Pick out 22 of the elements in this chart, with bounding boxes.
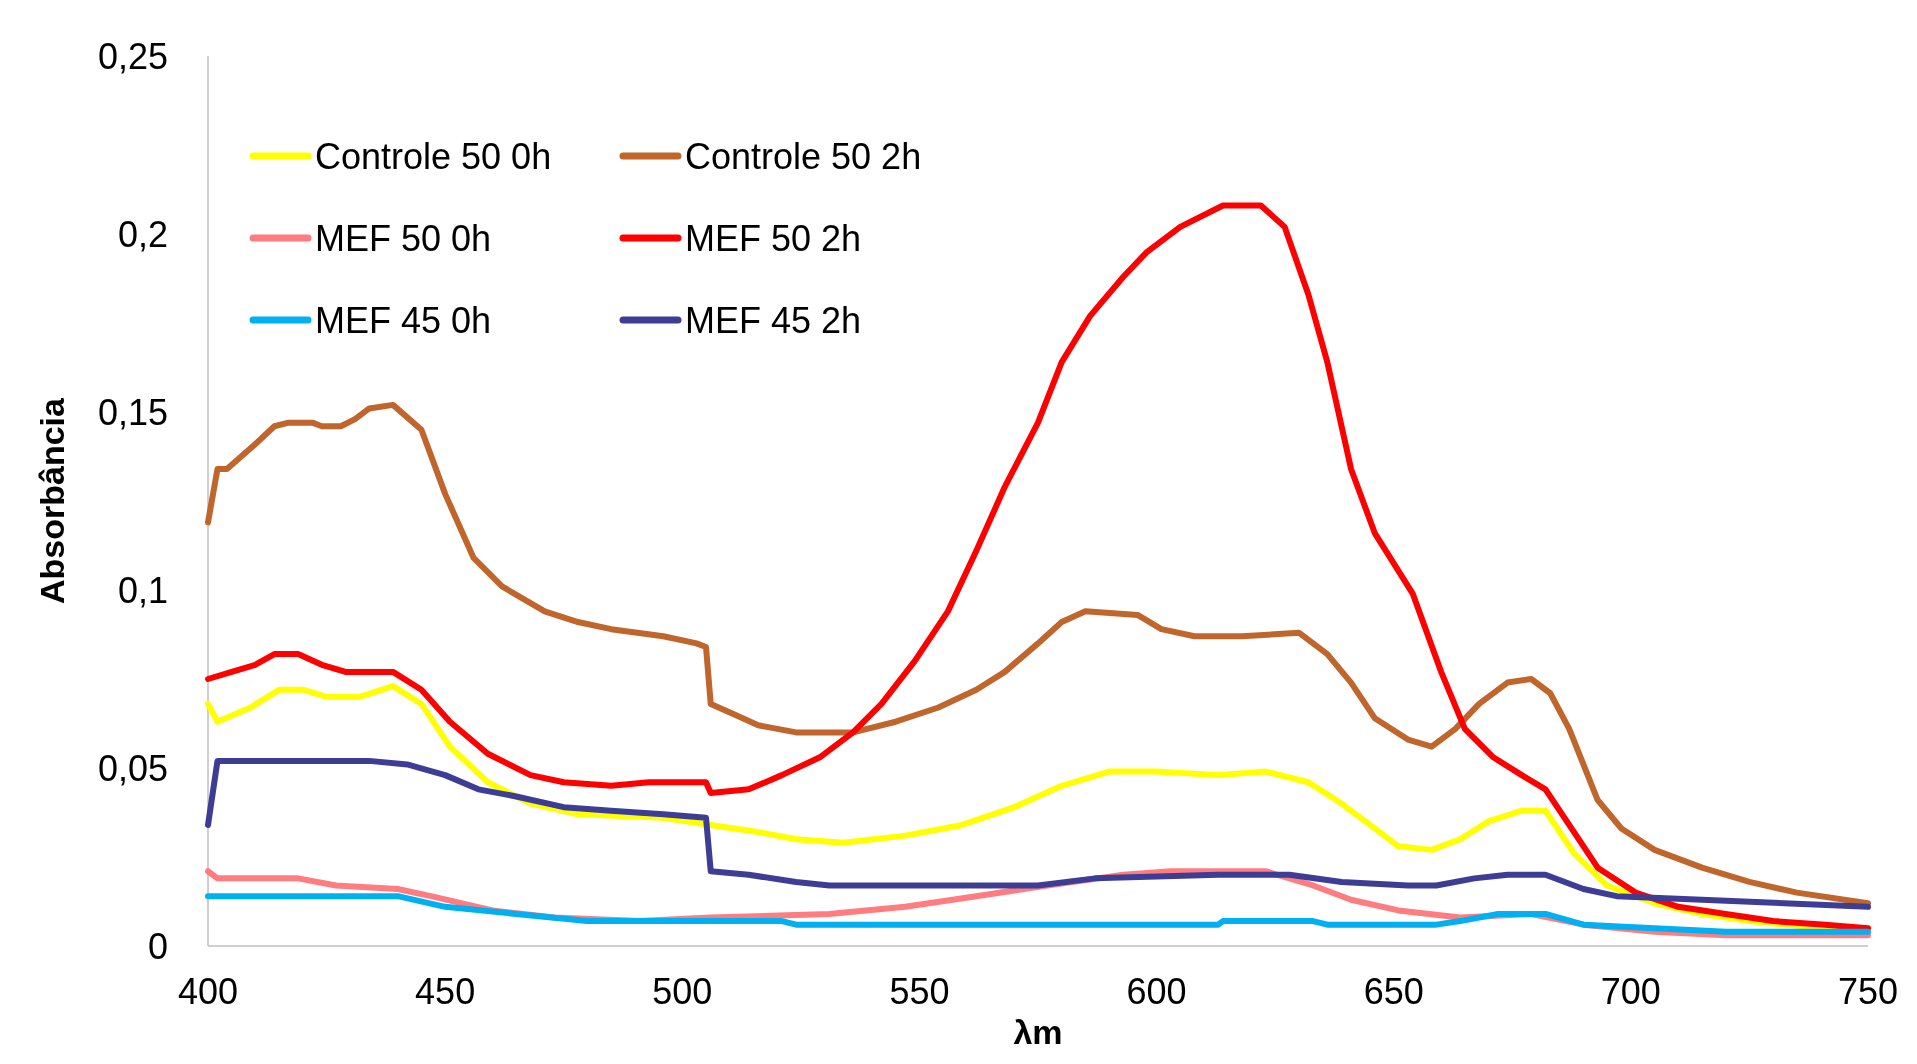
- x-tick-label: 550: [889, 971, 950, 1012]
- x-tick-label: 750: [1837, 971, 1899, 1012]
- y-tick-label: 0,15: [97, 391, 168, 433]
- x-tick-label: 500: [652, 971, 713, 1012]
- legend-label: MEF 50 0h: [315, 217, 492, 259]
- legend-label: MEF 45 2h: [685, 299, 862, 341]
- y-axis-title: Absorbância: [33, 396, 71, 604]
- y-tick-label: 0,1: [117, 569, 168, 611]
- legend-label: Controle 50 2h: [685, 135, 922, 177]
- y-tick-label: 0,25: [97, 35, 168, 77]
- legend-label: Controle 50 0h: [315, 135, 552, 177]
- x-tick-label: 650: [1363, 971, 1424, 1012]
- x-tick-label: 450: [415, 971, 476, 1012]
- legend-label: MEF 45 0h: [315, 299, 492, 341]
- x-tick-label: 400: [177, 971, 239, 1012]
- y-tick-label: 0,05: [97, 747, 168, 789]
- y-tick-label: 0,2: [117, 213, 168, 255]
- x-tick-label: 600: [1126, 971, 1187, 1012]
- y-tick-label: 0: [147, 925, 168, 967]
- legend-label: MEF 50 2h: [685, 217, 862, 259]
- x-axis-title: λm: [1013, 1013, 1063, 1051]
- x-tick-label: 700: [1600, 971, 1661, 1012]
